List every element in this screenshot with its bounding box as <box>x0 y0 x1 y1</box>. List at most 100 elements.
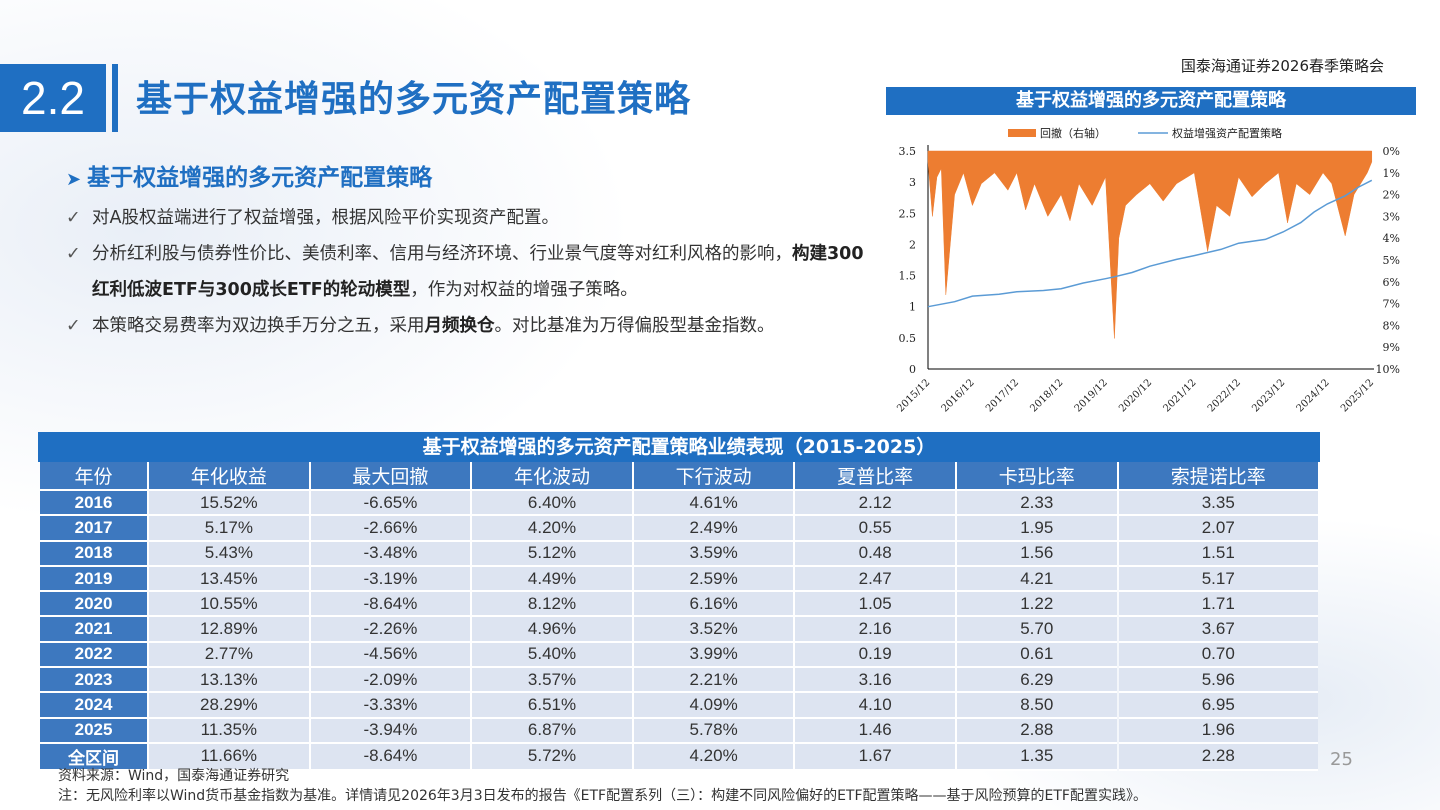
table-cell: 3.57% <box>472 668 632 694</box>
table-cell: -6.65% <box>310 491 471 517</box>
disclaimer-note: 注：无风险利率以Wind货币基金指数为基准。详情请见2026年3月3日发布的报告… <box>58 788 1147 804</box>
check-icon: ✓ <box>66 316 81 336</box>
table-cell: 1.22 <box>956 592 1117 618</box>
y-left-tick-label: 0 <box>909 363 916 376</box>
table-row: 全区间 11.66% -8.64% 5.72% 4.20% 1.67 1.35 2.28 <box>40 743 1318 771</box>
row-label: 2017 <box>40 516 148 542</box>
table-cell: 4.61% <box>633 491 794 517</box>
table-row: 2024 28.29% -3.33% 6.51% 4.09% 4.10 8.50 6.95 <box>40 693 1318 719</box>
table-cell: 13.13% <box>149 668 309 694</box>
table-cell: 5.72% <box>472 743 632 771</box>
table-cell: 4.20% <box>633 743 794 771</box>
x-tick-label: 2022/12 <box>1206 377 1243 414</box>
y-left-tick-label: 2.5 <box>899 207 917 220</box>
arrow-icon: ➤ <box>66 169 82 190</box>
row-label: 2023 <box>40 668 148 694</box>
table-cell: 5.17% <box>149 516 309 542</box>
table-cell: 4.10 <box>795 693 955 719</box>
table-cell: 4.09% <box>633 693 794 719</box>
footnotes: 资料来源：Wind，国泰海通证券研究 注：无风险利率以Wind货币基金指数为基准… <box>58 766 1147 806</box>
x-tick-label: 2015/12 <box>895 377 932 414</box>
table-cell: -3.19% <box>310 566 471 593</box>
row-label: 2025 <box>40 718 148 744</box>
table-cell: 2.12 <box>795 491 955 517</box>
x-tick-label: 2019/12 <box>1073 377 1110 414</box>
table-cell: 3.67 <box>1118 617 1318 643</box>
table-row: 2022 2.77% -4.56% 5.40% 3.99% 0.19 0.61 0.70 <box>40 642 1318 669</box>
row-label: 2018 <box>40 541 148 567</box>
legend-label: 回撤（右轴） <box>1040 126 1106 140</box>
x-tick-label: 2024/12 <box>1295 377 1332 414</box>
column-header: 卡玛比率 <box>956 462 1117 491</box>
page-number: 25 <box>1330 749 1353 770</box>
legend-label: 权益增强资产配置策略 <box>1172 126 1282 140</box>
table-cell: 6.87% <box>472 718 632 744</box>
table-cell: 2.49% <box>633 516 794 542</box>
table-cell: 6.51% <box>472 693 632 719</box>
row-label: 2020 <box>40 592 148 618</box>
table-cell: 3.59% <box>633 541 794 567</box>
table-cell: 11.35% <box>149 718 309 744</box>
table-cell: -4.56% <box>310 642 471 669</box>
table-cell: 5.43% <box>149 541 309 567</box>
table-cell: 0.55 <box>795 516 955 542</box>
row-label: 2024 <box>40 693 148 719</box>
chart-svg: 回撤（右轴） 权益增强资产配置策略 0 0.5 1 1.5 2 2.5 3 3.5 0% 1% 2% 3%… <box>895 126 1400 414</box>
row-label: 全区间 <box>40 743 148 771</box>
y-left-tick-label: 2 <box>909 238 916 251</box>
column-header: 年化波动 <box>472 462 632 491</box>
table-cell: 2.77% <box>149 642 309 669</box>
table-cell: 3.99% <box>633 642 794 669</box>
table-cell: 2.88 <box>956 718 1117 744</box>
table-cell: 4.96% <box>472 617 632 643</box>
table-cell: 28.29% <box>149 693 309 719</box>
table-cell: 6.95 <box>1118 693 1318 719</box>
table-cell: 5.70 <box>956 617 1117 643</box>
y-right-tick-label: 6% <box>1383 276 1400 289</box>
table-cell: 2.33 <box>956 491 1117 517</box>
table-cell: 1.67 <box>795 743 955 771</box>
source-note: 资料来源：Wind，国泰海通证券研究 <box>58 768 290 784</box>
y-right-tick-label: 9% <box>1383 341 1400 354</box>
table-cell: 5.96 <box>1118 668 1318 694</box>
table-cell: 3.52% <box>633 617 794 643</box>
y-left-tick-label: 1.5 <box>899 270 917 283</box>
table-cell: 2.21% <box>633 668 794 694</box>
y-right-tick-label: 10% <box>1376 363 1400 376</box>
y-right-tick-label: 1% <box>1383 167 1400 180</box>
x-tick-label: 2023/12 <box>1250 377 1287 414</box>
table-cell: 15.52% <box>149 491 309 517</box>
subheading-text: 基于权益增强的多元资产配置策略 <box>87 165 433 191</box>
y-right-tick-label: 3% <box>1383 210 1400 223</box>
table-cell: 1.96 <box>1118 718 1318 744</box>
column-header: 最大回撤 <box>310 462 471 491</box>
bullet-item: ✓ 分析红利股与债券性价比、美债利率、信用与经济环境、行业景气度等对红利风格的影… <box>66 236 876 308</box>
column-header: 年份 <box>40 462 148 491</box>
table-cell: 2.07 <box>1118 516 1318 542</box>
table-cell: 8.50 <box>956 693 1117 719</box>
x-tick-label: 2020/12 <box>1117 377 1154 414</box>
table-cell: -3.94% <box>310 718 471 744</box>
bullet-item: ✓ 对A股权益端进行了权益增强，根据风险平价实现资产配置。 <box>66 200 876 236</box>
table-cell: 6.40% <box>472 491 632 517</box>
check-icon: ✓ <box>66 208 81 228</box>
table-row: 2017 5.17% -2.66% 4.20% 2.49% 0.55 1.95 2.07 <box>40 516 1318 542</box>
y-right-tick-label: 8% <box>1383 319 1400 332</box>
strategy-chart: 基于权益增强的多元资产配置策略 回撤（右轴） 权益增强资产配置策略 0 0.5 1 1.5… <box>886 87 1416 429</box>
legend-swatch-drawdown <box>1008 129 1036 137</box>
section-number: 2.2 <box>0 64 106 132</box>
table-cell: 4.21 <box>956 566 1117 593</box>
table-cell: 1.95 <box>956 516 1117 542</box>
table-cell: 2.59% <box>633 566 794 593</box>
row-label: 2021 <box>40 617 148 643</box>
y-right-tick-label: 2% <box>1383 189 1400 202</box>
table-cell: 8.12% <box>472 592 632 618</box>
table-cell: 5.78% <box>633 718 794 744</box>
y-left-tick-label: 3 <box>909 176 916 189</box>
table-cell: 5.17 <box>1118 566 1318 593</box>
organization-label: 国泰海通证券2026春季策略会 <box>1180 57 1384 75</box>
table-cell: 2.28 <box>1118 743 1318 771</box>
table-row: 2021 12.89% -2.26% 4.96% 3.52% 2.16 5.70 3.67 <box>40 617 1318 643</box>
table-cell: 1.56 <box>956 541 1117 567</box>
x-tick-label: 2016/12 <box>940 377 977 414</box>
